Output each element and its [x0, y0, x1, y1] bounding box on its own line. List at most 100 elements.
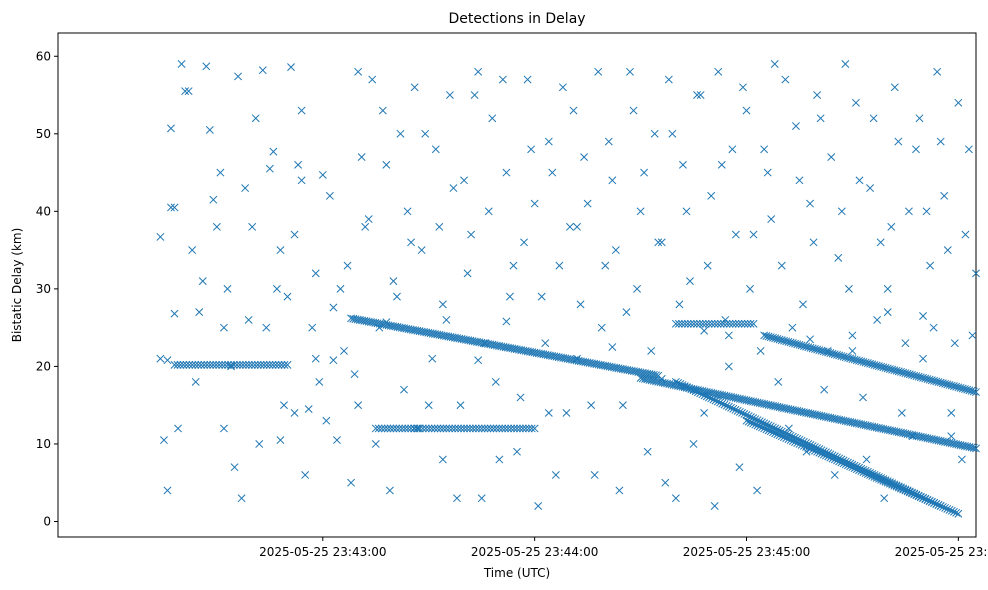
scatter-point	[912, 145, 920, 154]
track-point	[775, 335, 784, 344]
track-point	[910, 371, 919, 380]
band-point	[413, 424, 421, 433]
track-point	[729, 404, 738, 413]
track-point	[698, 390, 707, 399]
scatter-point	[435, 222, 444, 231]
scatter-point	[230, 463, 239, 472]
scatter-point	[883, 308, 892, 317]
scatter-point	[618, 401, 627, 410]
track-point	[938, 379, 947, 388]
track-point	[899, 484, 908, 493]
scatter-point	[855, 176, 864, 185]
band-point	[433, 424, 442, 433]
scatter-point	[777, 261, 786, 270]
scatter-point	[594, 67, 603, 76]
band-point	[460, 424, 468, 433]
scatter-point	[195, 308, 204, 317]
track-point	[813, 345, 822, 354]
band-point	[486, 424, 495, 433]
track-point	[841, 457, 850, 466]
track-point	[764, 332, 773, 341]
scatter-point	[516, 393, 525, 402]
track-point	[883, 477, 892, 486]
scatter-point	[629, 106, 638, 115]
band-point	[170, 360, 179, 369]
scatter-point	[209, 195, 218, 204]
band-point	[483, 424, 492, 433]
track-point	[722, 401, 731, 410]
band-point	[695, 319, 704, 328]
scatter-point	[587, 401, 596, 410]
band-point	[527, 424, 536, 433]
track-point	[868, 360, 877, 369]
scatter-point	[389, 277, 398, 286]
scatter-point	[371, 440, 380, 448]
track-point	[927, 376, 936, 385]
scatter-point	[280, 401, 288, 410]
scatter-point	[520, 238, 529, 247]
track-point	[941, 503, 950, 512]
track-point	[678, 381, 687, 389]
scatter-point	[763, 168, 772, 177]
band-point	[725, 319, 734, 328]
scatter-point	[883, 284, 892, 293]
track-point	[685, 384, 694, 393]
scatter-point	[318, 170, 327, 179]
track-point	[885, 478, 894, 487]
band-point	[277, 360, 286, 369]
track-point	[806, 343, 815, 352]
band-point	[244, 360, 253, 369]
scatter-point	[936, 137, 945, 146]
scatter-point	[689, 440, 698, 448]
scatter-point	[156, 232, 165, 241]
scatter-point	[456, 401, 465, 410]
track-point	[760, 331, 769, 340]
band-point	[513, 424, 521, 433]
band-point	[212, 360, 221, 369]
track-point	[824, 449, 833, 458]
scatter-point	[770, 60, 779, 68]
track-point	[817, 346, 826, 355]
scatter-point	[248, 222, 257, 231]
band-point	[743, 319, 752, 328]
scatter-point	[258, 66, 267, 75]
track-point	[746, 413, 755, 422]
band-point	[395, 424, 404, 433]
scatter-point	[788, 323, 797, 332]
track-point	[804, 343, 813, 352]
scatter-point	[343, 261, 352, 270]
scatter-point	[693, 91, 702, 99]
track-point	[821, 347, 830, 356]
track-point	[742, 416, 751, 425]
scatter-point	[622, 308, 631, 317]
scatter-point	[866, 184, 875, 193]
band-point	[280, 360, 289, 369]
scatter-point	[509, 261, 518, 270]
track-point	[773, 334, 782, 343]
band-point	[203, 360, 212, 369]
track-point	[735, 407, 744, 416]
scatter-point	[569, 106, 578, 115]
band-point	[492, 424, 501, 433]
track-point	[857, 357, 866, 366]
band-point	[530, 424, 539, 433]
track-point	[835, 454, 844, 463]
band-point	[421, 424, 430, 433]
scatter-point	[841, 60, 850, 68]
scatter-point	[859, 393, 867, 402]
scatter-point	[241, 184, 250, 193]
track-point	[751, 415, 760, 424]
track-point	[855, 356, 863, 365]
scatter-point	[417, 246, 426, 255]
track-point	[819, 347, 828, 356]
scatter-point	[671, 494, 680, 503]
track-point	[705, 393, 713, 402]
scatter-point	[950, 339, 959, 348]
track-point	[780, 336, 788, 345]
track-point	[676, 380, 685, 388]
track-point	[808, 344, 817, 353]
track-point	[819, 447, 828, 456]
scatter-point	[548, 168, 557, 177]
track-point	[866, 468, 875, 477]
scatter-point	[820, 385, 829, 394]
